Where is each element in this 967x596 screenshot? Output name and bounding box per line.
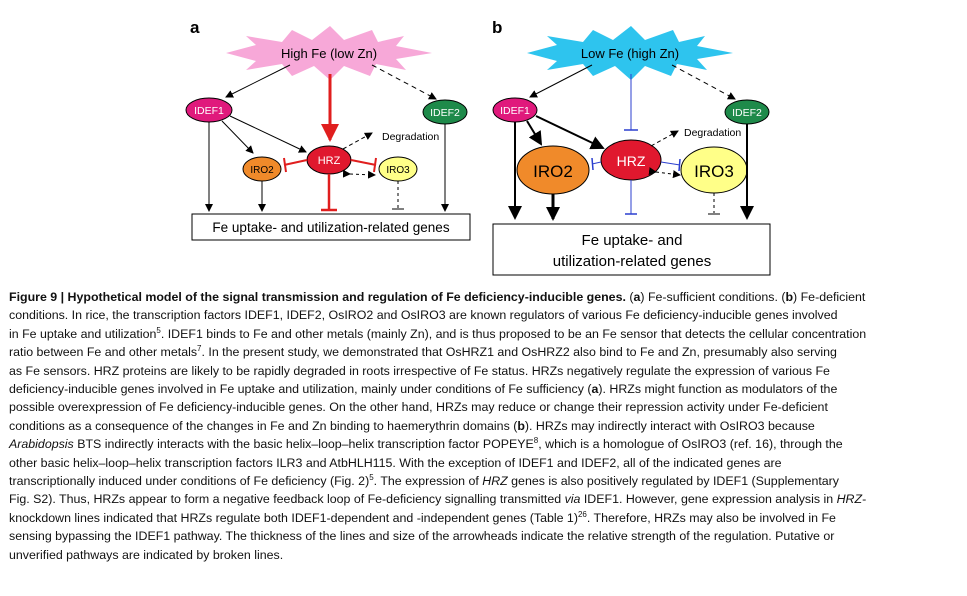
high-fe-label: High Fe (low Zn) xyxy=(281,46,377,61)
caption-text: in Fe uptake and utilization xyxy=(9,326,157,341)
target-genes-line2-b: utilization-related genes xyxy=(553,253,711,270)
caption-line: sensing bypassing the IDEF1 pathway. The… xyxy=(9,529,835,544)
arrow-idef1-to-hrz-b xyxy=(535,115,605,150)
caption-text: ) Fe-deficient xyxy=(793,290,866,304)
caption-citation: 8 xyxy=(533,436,539,446)
caption-text: ). HRZs may indirectly interact with OsI… xyxy=(524,418,815,433)
caption-panel-ref: a xyxy=(591,382,599,397)
caption-line: Fig. S2). Thus, HRZs appear to form a ne… xyxy=(9,490,961,508)
caption-line: in Fe uptake and utilization5. IDEF1 bin… xyxy=(9,325,961,343)
caption-text: ratio between Fe and other metals xyxy=(9,345,198,360)
repress-hrz-iro2-b xyxy=(591,161,602,165)
idef2-label-b: IDEF2 xyxy=(732,107,762,119)
caption-italic: HRZ xyxy=(482,474,508,489)
caption-line: Figure 9 | Hypothetical model of the sig… xyxy=(9,288,961,306)
caption-line: possible overexpression of Fe deficiency… xyxy=(9,400,828,415)
figure-9-diagram: a High Fe (low Zn) IDEF1 IDEF2 HRZ IRO2 … xyxy=(185,18,771,276)
caption-text: genes is also positively regulated by ID… xyxy=(507,474,839,489)
caption-text: . IDEF1 binds to Fe and other metals (ma… xyxy=(160,326,867,341)
arrow-burst-to-idef1-b xyxy=(529,64,593,98)
iro3-label-b: IRO3 xyxy=(694,162,734,181)
arrow-idef1-to-iro2-b xyxy=(526,120,543,146)
caption-text: ) Fe-sufficient conditions. ( xyxy=(640,290,786,304)
caption-citation: 5 xyxy=(156,325,161,335)
interaction-hrz-iro3-a xyxy=(342,169,376,179)
idef1-label-a: IDEF1 xyxy=(194,105,224,117)
caption-text: . In the present study, we demonstrated … xyxy=(201,345,837,360)
figure-caption: Figure 9 | Hypothetical model of the sig… xyxy=(9,288,961,564)
target-genes-box-b xyxy=(492,223,771,276)
low-fe-burst xyxy=(527,26,733,80)
caption-citation: 5 xyxy=(369,472,374,482)
caption-line: as Fe sensors. HRZ proteins are likely t… xyxy=(9,363,830,378)
caption-line: deficiency-inducible genes involved in F… xyxy=(9,380,961,398)
arrow-burst-to-idef2 xyxy=(371,64,437,100)
caption-citation: 7 xyxy=(197,344,202,354)
caption-line: Arabidopsis BTS indirectly interacts wit… xyxy=(9,435,961,453)
idef1-label-b: IDEF1 xyxy=(500,105,530,117)
iro2-label-a: IRO2 xyxy=(250,165,274,176)
caption-line: unverified pathways are indicated by bro… xyxy=(9,547,284,562)
caption-text: knockdown lines indicated that HRZs regu… xyxy=(9,510,578,525)
caption-line: knockdown lines indicated that HRZs regu… xyxy=(9,509,961,527)
caption-text: IDEF1. However, gene expression analysis… xyxy=(580,492,837,507)
hrz-label-b: HRZ xyxy=(617,153,646,169)
iro3-label-a: IRO3 xyxy=(386,165,410,176)
caption-line: ratio between Fe and other metals7. In t… xyxy=(9,343,961,361)
caption-text: ( xyxy=(625,290,634,304)
caption-panel-ref: b xyxy=(517,418,525,433)
arrow-burst-to-idef2-b xyxy=(671,64,736,100)
caption-text: Fig. S2). Thus, HRZs appear to form a ne… xyxy=(9,492,565,507)
arrow-idef1-to-hrz-a xyxy=(229,115,307,153)
repress-hrz-iro3-b xyxy=(660,161,681,166)
hrz-label-a: HRZ xyxy=(318,155,341,167)
degradation-label-b: Degradation xyxy=(684,127,741,139)
caption-italic: HRZ xyxy=(836,492,863,507)
caption-italic: via xyxy=(564,492,581,507)
caption-line: conditions. In rice, the transcription f… xyxy=(9,308,838,323)
caption-text: , which is a homologue of OsIRO3 (ref. 1… xyxy=(538,437,843,452)
high-fe-burst xyxy=(226,26,432,80)
caption-text: deficiency-inducible genes involved in F… xyxy=(9,382,592,397)
caption-text: . Therefore, HRZs may also be involved i… xyxy=(586,510,836,525)
panel-a-label: a xyxy=(190,18,200,37)
interaction-hrz-iro3-b xyxy=(648,167,681,179)
caption-text: . The expression of xyxy=(373,474,483,489)
repress-hrz-iro3-a xyxy=(350,159,377,166)
caption-line: conditions as a consequence of the chang… xyxy=(9,417,961,435)
caption-text: BTS indirectly interacts with the basic … xyxy=(73,437,534,452)
caption-text: ). HRZs might function as modulators of … xyxy=(598,382,838,397)
panel-b-label: b xyxy=(492,18,502,37)
arrow-burst-to-idef1 xyxy=(225,64,291,98)
iro2-label-b: IRO2 xyxy=(533,162,573,181)
caption-line: other basic helix–loop–helix transcripti… xyxy=(9,455,782,470)
caption-italic: Arabidopsis xyxy=(9,437,74,452)
caption-panel-ref: b xyxy=(785,290,794,304)
caption-text: transcriptionally induced under conditio… xyxy=(9,474,370,489)
caption-title: Figure 9 | Hypothetical model of the sig… xyxy=(9,290,626,304)
caption-panel-ref: a xyxy=(633,290,641,304)
caption-text: - xyxy=(862,492,867,507)
arrow-idef1-to-iro2-a xyxy=(221,120,254,154)
target-genes-line1-b: Fe uptake- and xyxy=(582,232,683,249)
panel-a: a High Fe (low Zn) IDEF1 IDEF2 HRZ IRO2 … xyxy=(185,18,471,241)
idef2-label-a: IDEF2 xyxy=(430,107,460,119)
low-fe-label: Low Fe (high Zn) xyxy=(581,46,679,61)
degradation-label-a: Degradation xyxy=(382,131,439,143)
target-genes-box-a xyxy=(191,213,471,241)
target-genes-label-a: Fe uptake- and utilization-related genes xyxy=(212,220,449,235)
caption-line: transcriptionally induced under conditio… xyxy=(9,472,961,490)
caption-citation: 26 xyxy=(577,509,587,519)
arrow-hrz-degradation-b xyxy=(650,130,679,147)
repress-hrz-iro2-a xyxy=(283,159,308,166)
arrow-hrz-degradation-a xyxy=(342,132,373,150)
caption-text: conditions as a consequence of the chang… xyxy=(9,418,518,433)
panel-b: b Low Fe (high Zn) IDEF1 IDEF2 HRZ IRO2 … xyxy=(492,18,771,276)
